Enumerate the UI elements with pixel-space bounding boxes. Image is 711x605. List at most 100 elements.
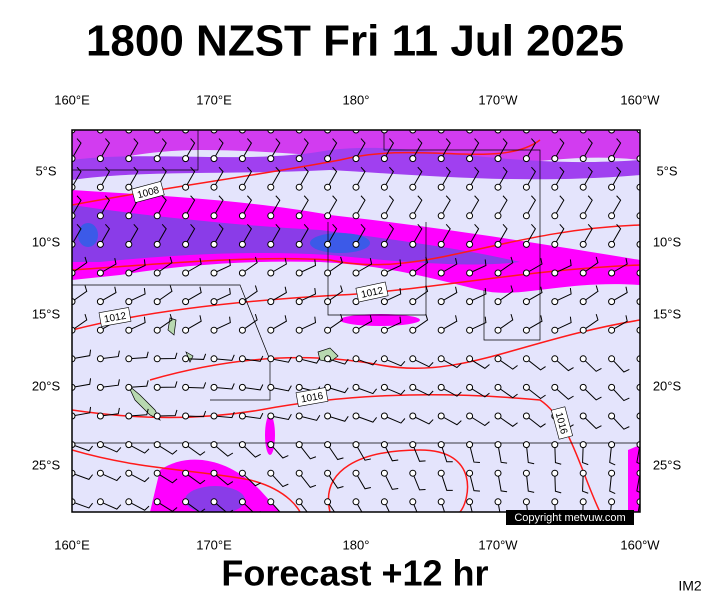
station: [125, 441, 133, 449]
barb: [440, 444, 453, 463]
isobar-label-box: [98, 307, 132, 327]
barb: [611, 130, 613, 131]
barb: [469, 287, 487, 303]
rain-patch: [340, 314, 420, 326]
barb: [298, 195, 309, 217]
barb: [582, 138, 593, 159]
barb: [128, 380, 149, 388]
station: [352, 269, 360, 277]
station: [380, 412, 388, 420]
barb: [355, 224, 366, 245]
station: [324, 412, 332, 420]
station: [210, 441, 218, 449]
barb: [611, 415, 630, 430]
barb: [583, 130, 584, 131]
barb: [185, 472, 206, 485]
station: [324, 441, 332, 449]
station: [182, 441, 190, 449]
station: [153, 469, 161, 477]
station: [494, 326, 502, 334]
barb: [440, 358, 462, 369]
barb: [384, 386, 406, 396]
barb: [497, 195, 508, 217]
barb: [327, 386, 349, 394]
station: [522, 326, 530, 334]
station: [608, 469, 616, 477]
station: [522, 183, 530, 191]
barb: [72, 313, 88, 331]
barb: [242, 501, 261, 512]
barb: [554, 387, 574, 400]
station: [380, 498, 388, 506]
station: [267, 155, 275, 163]
barb: [639, 416, 640, 417]
station: [466, 355, 474, 363]
station: [437, 441, 445, 449]
station: [466, 498, 474, 506]
station: [494, 298, 502, 306]
station: [352, 155, 360, 163]
top-label: 180°: [343, 92, 370, 107]
station: [210, 469, 218, 477]
station: [210, 183, 218, 191]
barb: [128, 444, 150, 454]
barb: [298, 287, 317, 303]
barb: [270, 138, 281, 159]
station: [522, 383, 530, 391]
barb: [298, 224, 309, 245]
station: [437, 269, 445, 277]
station: [466, 326, 474, 334]
footer: Forecast +12 hr: [221, 553, 488, 594]
barb: [327, 472, 344, 489]
station: [182, 326, 190, 334]
barb: [554, 130, 556, 131]
station: [409, 441, 417, 449]
station: [267, 240, 275, 248]
barb: [327, 256, 343, 274]
station: [466, 298, 474, 306]
station: [267, 298, 275, 306]
station: [466, 212, 474, 220]
station: [380, 183, 388, 191]
barb: [156, 313, 173, 331]
right-label: 15°S: [653, 306, 682, 321]
station: [380, 298, 388, 306]
station: [409, 326, 417, 334]
barb: [526, 286, 543, 303]
station: [210, 498, 218, 506]
barb: [214, 130, 215, 131]
copyright-box: [506, 510, 634, 525]
barb: [525, 138, 537, 159]
station: [182, 469, 190, 477]
station: [352, 355, 360, 363]
station: [579, 441, 587, 449]
station: [608, 383, 616, 391]
barb: [384, 358, 406, 367]
station: [238, 498, 246, 506]
barb: [639, 358, 640, 360]
barb: [554, 501, 556, 512]
station: [153, 355, 161, 363]
station: [522, 498, 530, 506]
barb: [469, 224, 480, 245]
barb: [100, 444, 122, 453]
station: [608, 412, 616, 420]
barb: [185, 166, 196, 188]
barb: [213, 354, 235, 361]
barb: [213, 287, 231, 303]
station: [238, 240, 246, 248]
station: [579, 212, 587, 220]
barb: [636, 473, 640, 494]
barb: [554, 195, 565, 217]
barb: [469, 386, 490, 398]
isobar-label-group: 1016: [295, 387, 329, 407]
station: [579, 412, 587, 420]
station: [153, 155, 161, 163]
barb: [213, 316, 231, 331]
left-label: 20°S: [32, 378, 61, 393]
barb: [298, 138, 309, 159]
barb: [639, 243, 640, 245]
station: [380, 355, 388, 363]
isobar-label-group: 1012: [98, 307, 132, 327]
isobar-label-box: [550, 406, 574, 440]
